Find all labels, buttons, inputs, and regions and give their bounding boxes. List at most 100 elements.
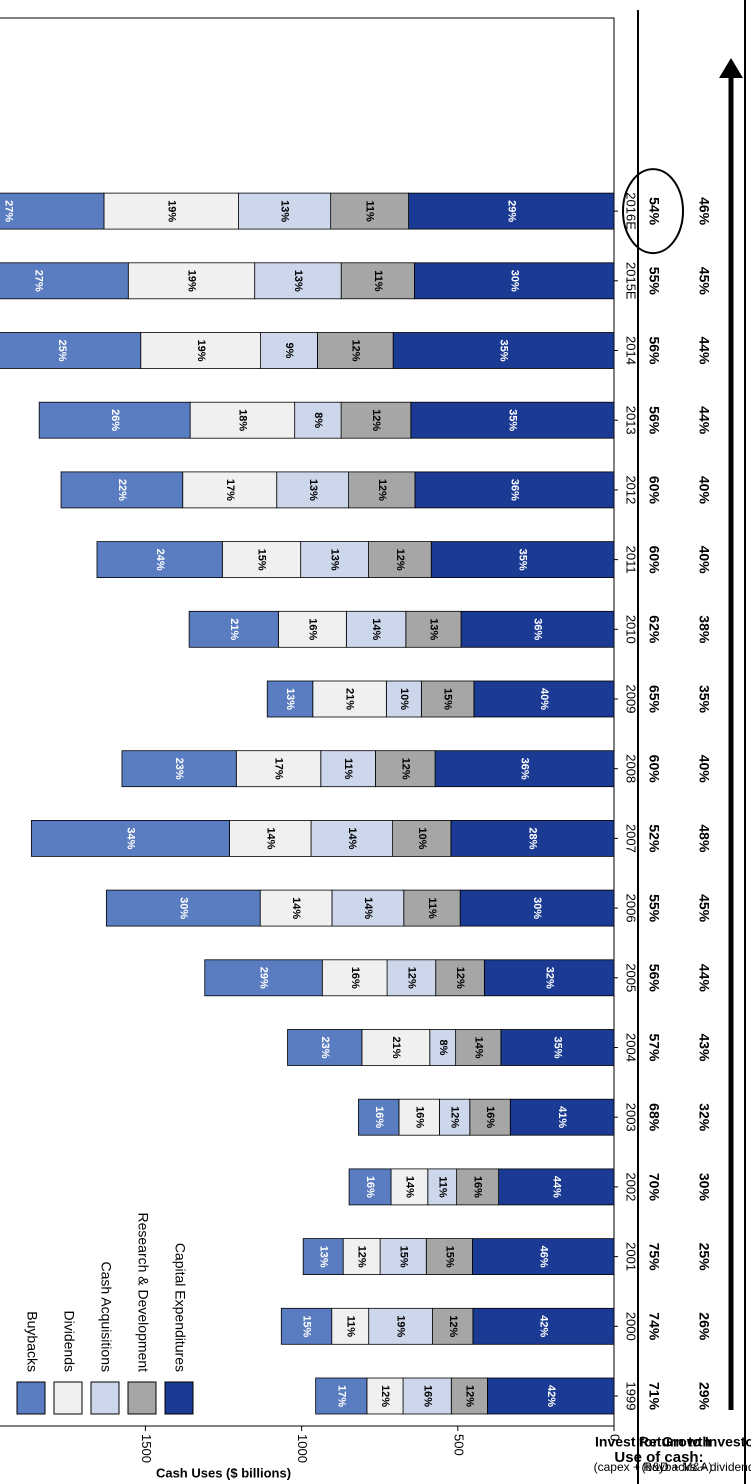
data-label-2012-research-and-development: 12% [376,479,388,501]
use-of-cash-table: Use of cash:Invest for Growth (capex + R&… [594,0,751,1484]
data-label-2000-dividends: 11% [344,1316,356,1338]
data-label-2011-buybacks: 24% [154,549,166,571]
data-label-2009-buybacks: 13% [284,688,296,710]
data-label-2002-dividends: 14% [404,1176,416,1198]
data-label-2008-research-and-development: 12% [399,758,411,780]
data-label-2015e-capital-expenditures: 30% [508,270,520,292]
data-label-2006-dividends: 14% [290,897,302,919]
table-cell-invest-for-growth-2006: 55% [646,894,662,923]
bar-segment-2015e-buybacks [0,262,129,300]
table-cell-invest-for-growth-2012: 60% [646,476,662,505]
table-cell-invest-for-growth-2013: 56% [646,406,662,435]
data-label-2015e-research-and-development: 11% [372,270,384,292]
category-label-2002: 2002 [624,1172,639,1201]
data-label-2016e-capital-expenditures: 29% [505,200,517,222]
bar-segment-2005-buybacks [204,959,323,997]
table-cell-return-to-investors-2012: 40% [696,476,712,505]
data-label-2010-research-and-development: 13% [428,618,440,640]
category-label-2014: 2014 [624,336,639,365]
table-cell-return-to-investors-2013: 44% [696,406,712,435]
category-label-1999: 1999 [624,1382,639,1411]
data-label-2007-buybacks: 34% [125,827,137,849]
table-cell-return-to-investors-2007: 48% [696,824,712,853]
legend-label-buybacks: Buybacks [24,1311,40,1372]
table-cell-invest-for-growth-2007: 52% [646,824,662,853]
category-label-2013: 2013 [624,406,639,435]
category-label-2003: 2003 [624,1103,639,1132]
category-label-2012: 2012 [624,475,639,504]
data-label-1999-dividends: 12% [379,1385,391,1407]
data-label-2002-buybacks: 16% [364,1176,376,1198]
data-label-2006-research-and-development: 11% [426,897,438,919]
data-label-2007-dividends: 14% [264,827,276,849]
bar-segment-2008-buybacks [121,750,237,788]
data-label-2001-cash-acquisitions: 15% [397,1246,409,1268]
data-label-2008-capital-expenditures: 36% [519,758,531,780]
data-label-2009-capital-expenditures: 40% [538,688,550,710]
bar-segment-2013-buybacks [38,401,191,439]
bar-segment-1999-buybacks [315,1377,368,1415]
category-label-2004: 2004 [624,1033,639,1062]
bar-segment-2010-buybacks [188,610,279,648]
category-label-2010: 2010 [624,615,639,644]
value-axis: 05001000150020002500 [139,1426,623,1463]
table-cell-invest-for-growth-2004: 57% [646,1033,662,1062]
table-cell-invest-for-growth-2001: 75% [646,1243,662,1272]
bar-segment-2011-buybacks [96,541,223,578]
bar-1999: 42% 12% 16% 12% 17% [315,1377,615,1415]
table-cell-return-to-investors-2003: 32% [696,1103,712,1132]
data-label-2010-cash-acquisitions: 14% [370,618,382,640]
value-tick-label-1000: 1000 [295,1434,310,1463]
plot-border [0,17,615,1427]
data-label-2004-capital-expenditures: 35% [552,1036,564,1058]
bar-2001: 46% 15% 15% 12% 13% [302,1238,615,1275]
table-cell-return-to-investors-2001: 25% [696,1243,712,1272]
data-label-2015e-buybacks: 27% [33,270,45,292]
category-label-2011: 2011 [624,546,639,574]
data-label-2008-cash-acquisitions: 11% [342,758,354,780]
category-label-2009: 2009 [624,685,639,714]
legend-swatch-dividends [53,1381,83,1415]
data-label-2013-buybacks: 26% [109,409,121,431]
table-cell-return-to-investors-2000: 26% [696,1312,712,1341]
data-label-2014-buybacks: 25% [56,339,68,361]
data-label-2007-cash-acquisitions: 14% [346,827,358,849]
data-label-2004-research-and-development: 14% [472,1036,484,1058]
bar-segment-2009-buybacks [266,680,314,718]
data-label-2007-research-and-development: 10% [416,827,428,849]
table-cell-invest-for-growth-2009: 65% [646,685,662,714]
bar-2003: 41% 16% 12% 16% 16% [358,1098,615,1136]
data-label-2014-dividends: 19% [195,339,207,361]
data-label-2013-dividends: 18% [236,409,248,431]
data-label-2003-dividends: 16% [413,1106,425,1128]
table-cell-return-to-investors-2010: 38% [696,615,712,644]
data-label-2002-research-and-development: 16% [472,1176,484,1198]
table-cell-return-to-investors-2016e: 46% [696,197,712,226]
value-axis-title: Cash Uses ($ billions) [156,1465,291,1480]
row-label-invest-for-growth: Invest for Growth [595,1434,711,1450]
data-label-2000-capital-expenditures: 42% [538,1315,550,1337]
data-label-2007-capital-expenditures: 28% [527,827,539,849]
bar-2013: 35% 12% 8% 18% 26% [38,401,615,439]
data-label-2003-research-and-development: 16% [484,1106,496,1128]
data-label-2001-buybacks: 13% [317,1246,329,1268]
data-label-2015e-dividends: 19% [186,270,198,292]
data-label-2011-cash-acquisitions: 13% [329,549,341,571]
bar-segment-2000-buybacks [280,1307,333,1345]
bar-2010: 36% 13% 14% 16% 21% [188,610,615,648]
arrow-head [719,58,743,78]
data-label-2009-cash-acquisitions: 10% [398,688,410,710]
data-label-2015e-cash-acquisitions: 13% [292,270,304,292]
data-label-2014-capital-expenditures: 35% [498,339,510,361]
legend-swatch-buybacks [16,1381,46,1415]
data-label-2006-capital-expenditures: 30% [531,897,543,919]
bar-2014: 35% 12% 9% 19% 25% [0,332,615,369]
value-tick-label-500: 500 [451,1434,466,1456]
table-cell-invest-for-growth-1999: 71% [646,1382,662,1411]
bar-2016e: 29% 11% 13% 19% 27% [0,192,615,230]
bar-2009: 40% 15% 10% 21% 13% [266,680,615,718]
data-label-2012-buybacks: 22% [116,479,128,501]
bar-2012: 36% 12% 13% 17% 22% [60,471,615,509]
data-label-2006-buybacks: 30% [177,897,189,919]
